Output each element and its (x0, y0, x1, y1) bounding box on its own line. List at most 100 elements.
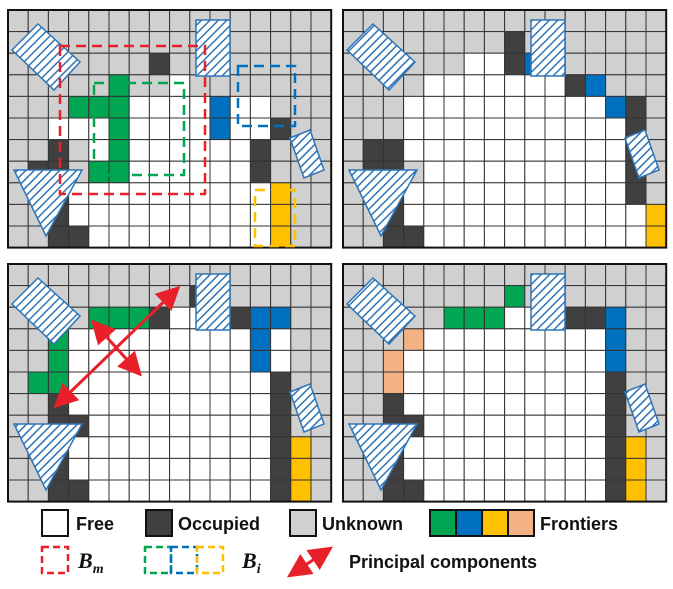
grid-cell-free (483, 95, 506, 119)
grid-cell-free (229, 203, 251, 227)
grid-cell-unknown (483, 263, 506, 287)
grid-cell-unknown (27, 349, 49, 373)
grid-cell-unknown (310, 349, 332, 373)
grid-cell-occupied (47, 139, 70, 162)
legend-frontiers-label: Frontiers (540, 514, 618, 534)
grid-cell-free (524, 74, 546, 97)
grid-cell-free (423, 457, 445, 481)
grid-cell-unknown (605, 285, 627, 308)
grid-cell-free (443, 349, 465, 373)
grid-cell-free (229, 160, 251, 184)
principal-component-minor (90, 319, 143, 377)
grid-cell-unknown (584, 9, 607, 33)
obstacles (345, 19, 660, 238)
grid-cell-unknown (68, 74, 90, 97)
grid-cell-occupied (270, 414, 292, 438)
grid-cell-free (128, 349, 150, 373)
grid-cell-unknown (310, 263, 332, 287)
grid-cell-free (544, 225, 566, 249)
grid-cell-occupied (605, 371, 627, 395)
grid-cell-occupied (68, 225, 90, 249)
grid-cell-frontier-blue (584, 74, 607, 97)
grid-cell-free (403, 371, 425, 395)
legend-bm-swatch (40, 545, 70, 575)
grid-cell-free (229, 414, 251, 438)
grid-cell-free (88, 328, 110, 351)
grid-cell-unknown (584, 52, 607, 76)
grid-cell-frontier-blue (605, 306, 627, 330)
grid-cell-unknown (229, 31, 251, 54)
grid-cell-free (88, 479, 110, 503)
grid-cell-unknown (310, 479, 332, 503)
grid-cell-unknown (7, 203, 29, 227)
grid-cell-free (504, 371, 526, 395)
grid-cell-free (584, 328, 607, 351)
grid-cell-unknown (290, 263, 312, 287)
obstacle-rectangle-left (10, 22, 82, 92)
grid-cell-free (148, 203, 171, 227)
grid-cell-free (524, 371, 546, 395)
grid-cell-unknown (443, 31, 465, 54)
grid-cell-free (564, 203, 586, 227)
grid-cell-frontier-yellow (645, 225, 667, 249)
grid-cell-unknown (310, 371, 332, 395)
grid-cell-unknown (645, 457, 667, 481)
grid-cell-free (249, 457, 272, 481)
grid-cell-frontier-green (108, 74, 130, 97)
grid-cell-unknown (290, 306, 312, 330)
grid-cell-occupied (270, 436, 292, 459)
grid-cell-free (483, 457, 506, 481)
grid-cell-unknown (7, 349, 29, 373)
grid-cell-frontier-yellow (270, 203, 292, 227)
grid-cell-unknown (7, 371, 29, 395)
grid-cell-unknown (342, 479, 364, 503)
grid-cell-unknown (423, 306, 445, 330)
grid-cell-unknown (584, 31, 607, 54)
grid-cell-free (584, 117, 607, 141)
grid-cell-unknown (342, 139, 364, 162)
grid-cell-unknown (229, 52, 251, 76)
grid-cell-free (463, 117, 485, 141)
grid-cell-free (564, 436, 586, 459)
grid-cell-free (544, 371, 566, 395)
grid-cell-unknown (342, 203, 364, 227)
obstacles (345, 273, 660, 492)
grid-cell-free (584, 436, 607, 459)
grid-cell-occupied (403, 479, 425, 503)
grid-cell-free (483, 436, 506, 459)
grid-cell-unknown (108, 263, 130, 287)
grid-cell-free (504, 139, 526, 162)
grid-cell-unknown (342, 9, 364, 33)
grid-cell-free (544, 160, 566, 184)
grid-cell-free (209, 182, 231, 205)
grid-cell-free (148, 117, 171, 141)
grid-cell-unknown (128, 285, 150, 308)
grid-cell-free (209, 328, 231, 351)
grid-cell-free (229, 371, 251, 395)
legend-principal-components-arrow (287, 546, 333, 578)
grid-cell-occupied (625, 182, 647, 205)
grid-cell-unknown (625, 74, 647, 97)
grid-cell-free (128, 479, 150, 503)
grid-cell-free (249, 436, 272, 459)
grid-cell-free (625, 203, 647, 227)
grid-cell-occupied (270, 393, 292, 416)
grid-cell-free (584, 139, 607, 162)
grid-cell-frontier-green (88, 306, 110, 330)
grid-cell-unknown (645, 479, 667, 503)
panel-border (7, 9, 333, 249)
grid-cell-occupied (564, 74, 586, 97)
grid-cell-unknown (645, 9, 667, 33)
grid-cell-free (209, 203, 231, 227)
grid-cell-unknown (645, 182, 667, 205)
grid-cell-occupied (270, 371, 292, 395)
grid-cell-occupied (249, 160, 272, 184)
grid-cell-free (423, 393, 445, 416)
grid-cell-free (544, 457, 566, 481)
grid-cell-unknown (68, 139, 90, 162)
grid-cell-unknown (645, 74, 667, 97)
grid-cell-free (209, 225, 231, 249)
grid-cell-free (443, 160, 465, 184)
grid-cell-unknown (47, 263, 70, 287)
grid-cell-free (403, 117, 425, 141)
